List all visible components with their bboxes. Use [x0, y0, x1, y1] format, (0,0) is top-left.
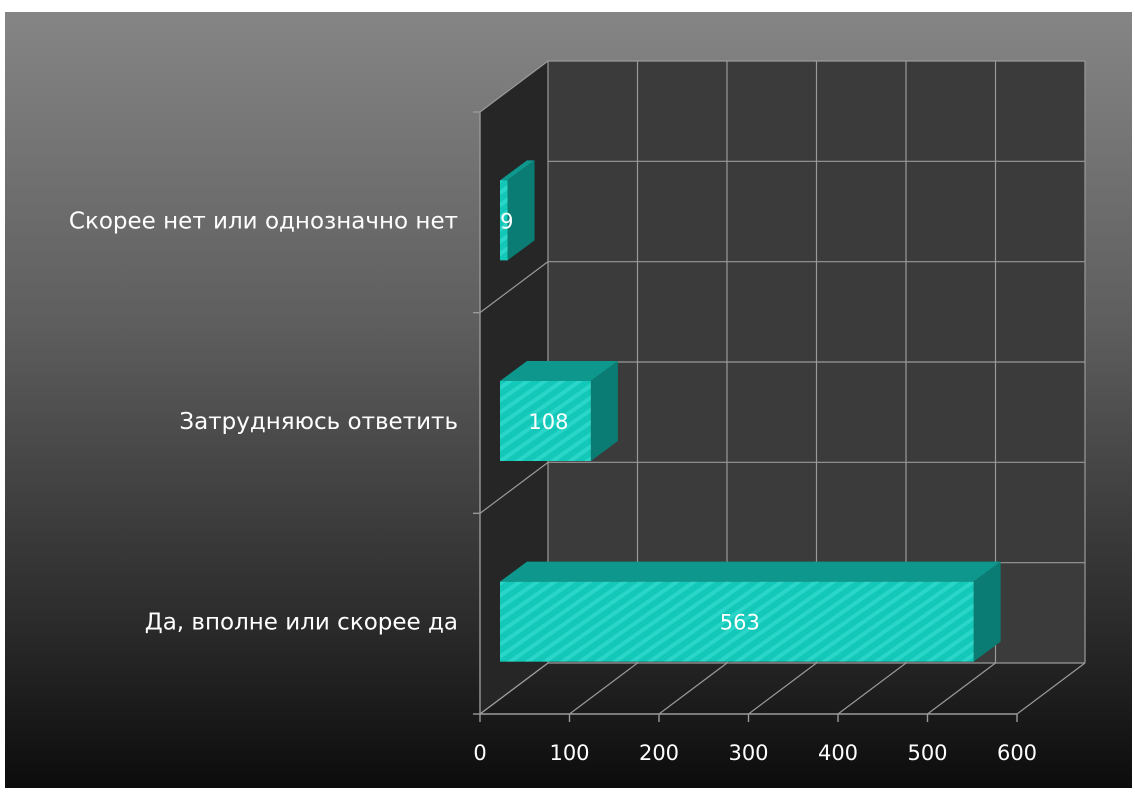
data-label: 563	[720, 611, 760, 635]
bar-front-face	[500, 381, 591, 461]
bar	[500, 561, 1001, 662]
side-wall-line	[479, 461, 549, 514]
bar-top-face	[500, 361, 618, 381]
bar-side-face	[590, 361, 618, 461]
category-label: Затрудняюсь ответить	[179, 409, 458, 435]
floor-line	[1016, 662, 1086, 715]
category-label: Да, вполне или скорее да	[145, 610, 458, 636]
x-tick-label: 100	[549, 741, 589, 765]
floor-line	[658, 662, 728, 715]
bar-chart-3d: 0 100 200 300 400 500 600 9 Скорее нет или одноз…	[69, 60, 1086, 765]
bar	[500, 361, 618, 461]
bar-top-face	[500, 561, 1001, 582]
x-tick-label: 400	[818, 741, 858, 765]
bar-top-face	[500, 160, 535, 181]
side-wall-line	[479, 261, 549, 314]
category-label: Скорее нет или однозначно нет	[69, 208, 458, 234]
bar-front-face	[500, 581, 974, 662]
bar-side-face	[973, 561, 1001, 662]
x-tick-label: 500	[907, 741, 947, 765]
bar	[500, 160, 535, 261]
data-label: 9	[500, 209, 513, 233]
floor-line	[748, 662, 817, 715]
data-label: 108	[528, 410, 568, 434]
x-tick-label: 300	[728, 741, 768, 765]
floor-line	[927, 662, 996, 715]
floor-line	[837, 662, 907, 715]
x-tick-label: 600	[997, 741, 1037, 765]
bar-front-face	[500, 180, 508, 261]
bar-side-face	[507, 160, 535, 261]
side-wall-line	[479, 60, 549, 113]
x-tick-label: 200	[639, 741, 679, 765]
floor-line	[479, 662, 549, 715]
x-tick-label: 0	[473, 741, 486, 765]
floor-line	[569, 662, 638, 715]
slide-background: 0 100 200 300 400 500 600 9 Скорее нет или одноз…	[5, 12, 1132, 788]
